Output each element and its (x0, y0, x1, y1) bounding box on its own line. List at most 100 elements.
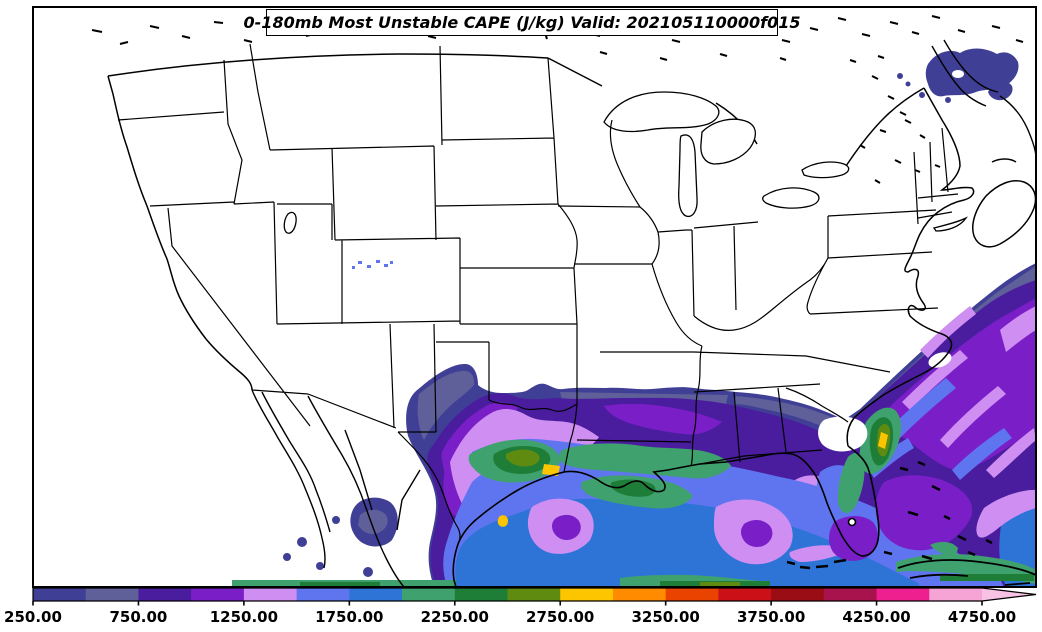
cape-band-1000-1250-shape (604, 403, 722, 435)
colorbar-segment (718, 588, 772, 601)
cape-band-2500-2750-shape (506, 449, 540, 467)
cape-band-1500-1750-shape (384, 264, 388, 267)
unshaded-holes-shape (900, 335, 916, 345)
colorbar-tick-label: 1750.00 (315, 608, 383, 626)
plot-title: 0-180mb Most Unstable CAPE (J/kg) Valid:… (243, 13, 801, 32)
cape-band-1250-1500-shape (986, 428, 1036, 478)
colorbar-tick-label: 3250.00 (632, 608, 700, 626)
lake-superior (603, 91, 720, 133)
cuba-coast (897, 559, 1037, 586)
colorbar-segment (138, 588, 192, 601)
colorbar-tick-label: 750.00 (109, 608, 167, 626)
cape-band-1500-1750-shape (952, 428, 1012, 480)
unshaded-holes-shape (952, 70, 964, 78)
cape-band-1000-1250-cores-shape (875, 475, 973, 551)
cape-band-250-500-shape (988, 81, 1013, 101)
cape-band-1500-1750-shape (888, 378, 956, 440)
colorbar-segment (243, 588, 298, 601)
geo-boundaries (91, 13, 1037, 588)
bahamas-keys-specks (786, 460, 993, 570)
unshaded-holes-shape (866, 341, 906, 363)
cape-band-250-500-shape (897, 73, 903, 79)
cape-band-500-750-shape (734, 396, 840, 432)
cape-band-1500-1750-shape (390, 261, 393, 264)
atlantic-coast (846, 87, 975, 447)
cape-band-1250-1500-gulf-shape (976, 490, 1036, 538)
canada-border (107, 53, 925, 167)
cape-band-250-500-shape (297, 537, 307, 547)
colorbar-segment (771, 588, 825, 601)
northeast-lake-specks (859, 119, 941, 184)
cape-band-250-500-shape (919, 92, 925, 98)
cape-band-1250-1500-shape (940, 386, 1006, 448)
colorbar-segment (929, 588, 983, 601)
cape-band-1000-1250-cores-shape (552, 514, 581, 541)
colorbar-segment (33, 588, 87, 601)
cape-band-2500-2750-shape (700, 582, 740, 587)
lake-erie (762, 187, 820, 209)
cape-band-250-500-shape (283, 553, 291, 561)
cape-band-2000-2250-shape (930, 541, 958, 556)
colorbar-segment (191, 588, 245, 601)
colorbar-segment (560, 588, 614, 601)
cape-band-250-500-shape (332, 516, 340, 524)
cape-band-2750-3000-shape (497, 515, 508, 527)
lake-michigan (678, 134, 698, 218)
cape-band-1000-1250-cores-shape (740, 520, 773, 547)
cape-band-2250-2500-shape (300, 582, 380, 587)
cape-shading (232, 48, 1037, 587)
colorbar-segment (665, 588, 719, 601)
plot-title-box: 0-180mb Most Unstable CAPE (J/kg) Valid:… (244, 9, 800, 36)
cape-band-250-500-shape (363, 567, 373, 577)
colorbar-segment (349, 588, 403, 601)
cape-band-1500-1750-shape (358, 261, 362, 264)
cape-band-1500-1750-shape (352, 266, 355, 269)
cape-band-1000-1250-cores (552, 475, 973, 561)
colorbar-tick-label: 4750.00 (948, 608, 1016, 626)
florida-gulf-coast (452, 445, 880, 588)
colorbar-outline (32, 587, 1037, 602)
colorbar-segment (507, 588, 561, 601)
cape-band-1250-1500-shape (920, 306, 976, 358)
cape-band-500-750-shape (358, 509, 388, 535)
colorbar-tick-label: 1250.00 (210, 608, 278, 626)
cape-band-1250-1500-shape (1000, 306, 1036, 352)
cape-band-250-500-shape (316, 562, 324, 570)
colorbar-segment (876, 588, 930, 601)
colorbar-tick-label: 250.00 (4, 608, 62, 626)
colorbar-tick-label: 2750.00 (526, 608, 594, 626)
colorbar-segment (85, 588, 140, 601)
cape-band-1000-1250-cores-shape (828, 516, 878, 561)
great-lakes (283, 91, 968, 234)
mexico-coast (251, 389, 421, 588)
state-borders-west (117, 43, 578, 545)
cape-band-2750-3000-shape (878, 432, 888, 449)
map-frame (32, 6, 1037, 588)
cape-band-2750-3000-shape (542, 464, 560, 476)
cape-band-1000-1250-shape (872, 298, 1036, 470)
cape-band-1500-1750-shape (367, 265, 371, 268)
colorbar-tick-label: 4250.00 (842, 608, 910, 626)
cape-band-2000-2250-shape (837, 452, 865, 514)
cape-band-250-500-shape (905, 81, 911, 87)
colorbar-segment (296, 588, 350, 601)
colorbar: 250.00 750.00 1250.00 1750.00 2250.00 2750.00… (4, 587, 1037, 626)
cape-band-1250-1500-shape (902, 350, 968, 410)
cape-band-500-750-shape (417, 370, 475, 440)
cape-band-2000-2250-shape (559, 443, 731, 479)
colorbar-segment (454, 588, 509, 601)
unshaded-holes (818, 70, 964, 452)
great-salt-lake (283, 211, 297, 234)
long-island (932, 216, 968, 232)
pacific-coast (107, 75, 253, 391)
unshaded-holes-shape (818, 416, 868, 452)
cape-band-250-500-shape (945, 97, 951, 103)
cape-band-2750-3000 (497, 432, 888, 527)
colorbar-segment (612, 588, 667, 601)
lake-huron (700, 118, 757, 165)
colorbar-segment (402, 588, 456, 601)
cape-band-1500-1750-shape (376, 260, 380, 263)
colorbar-tick-label: 3750.00 (737, 608, 805, 626)
